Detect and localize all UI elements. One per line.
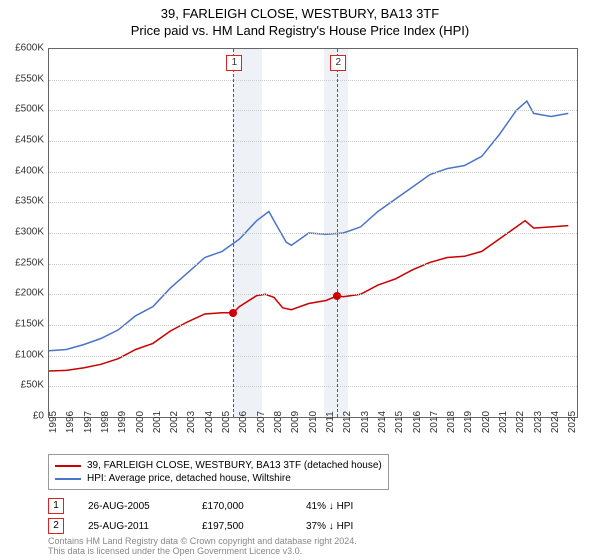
- x-axis-label: 2006: [238, 411, 249, 433]
- transaction-date: 26-AUG-2005: [88, 501, 178, 512]
- x-axis-label: 2004: [204, 411, 215, 433]
- y-axis-label: £200K: [15, 288, 44, 299]
- marker-box: 2: [330, 55, 346, 71]
- x-axis-label: 2025: [567, 411, 578, 433]
- chart-area: 12 £0£50K£100K£150K£200K£250K£300K£350K£…: [48, 48, 578, 418]
- marker-line: [233, 49, 234, 417]
- transaction-row: 1 26-AUG-2005 £170,000 41% ↓ HPI: [48, 496, 353, 516]
- transaction-date: 25-AUG-2011: [88, 521, 178, 532]
- x-axis-label: 2010: [308, 411, 319, 433]
- x-axis-label: 2016: [412, 411, 423, 433]
- y-axis-label: £350K: [15, 196, 44, 207]
- series-property: [49, 221, 568, 371]
- x-axis-label: 2001: [152, 411, 163, 433]
- gridline: [49, 172, 577, 173]
- y-axis-label: £50K: [21, 380, 44, 391]
- legend-item: 39, FARLEIGH CLOSE, WESTBURY, BA13 3TF (…: [55, 459, 382, 472]
- legend-label: 39, FARLEIGH CLOSE, WESTBURY, BA13 3TF (…: [87, 460, 382, 471]
- marker-dot: [229, 309, 237, 317]
- x-axis-label: 2020: [481, 411, 492, 433]
- gridline: [49, 325, 577, 326]
- x-axis-label: 2015: [394, 411, 405, 433]
- x-axis-label: 1995: [48, 411, 59, 433]
- x-axis-label: 2023: [533, 411, 544, 433]
- y-axis-label: £500K: [15, 104, 44, 115]
- y-axis-label: £450K: [15, 135, 44, 146]
- transaction-price: £197,500: [202, 521, 282, 532]
- gridline: [49, 110, 577, 111]
- x-axis-label: 2000: [135, 411, 146, 433]
- marker-box: 1: [226, 55, 242, 71]
- x-axis-label: 2024: [550, 411, 561, 433]
- y-axis-label: £250K: [15, 257, 44, 268]
- y-axis-label: £600K: [15, 43, 44, 54]
- x-axis-label: 2013: [360, 411, 371, 433]
- x-axis-label: 2011: [325, 411, 336, 433]
- legend-label: HPI: Average price, detached house, Wilt…: [87, 473, 291, 484]
- gridline: [49, 356, 577, 357]
- transaction-price: £170,000: [202, 501, 282, 512]
- x-axis-label: 2017: [429, 411, 440, 433]
- attribution-line2: This data is licensed under the Open Gov…: [48, 546, 357, 556]
- transaction-delta: 37% ↓ HPI: [306, 521, 353, 532]
- plot-frame: 12: [48, 48, 578, 418]
- x-axis-label: 2021: [498, 411, 509, 433]
- attribution: Contains HM Land Registry data © Crown c…: [48, 536, 357, 557]
- gridline: [49, 386, 577, 387]
- gridline: [49, 202, 577, 203]
- y-axis-label: £550K: [15, 73, 44, 84]
- x-axis-label: 2012: [342, 411, 353, 433]
- x-axis-label: 2003: [186, 411, 197, 433]
- legend-swatch: [55, 478, 81, 480]
- legend-item: HPI: Average price, detached house, Wilt…: [55, 472, 382, 485]
- attribution-line1: Contains HM Land Registry data © Crown c…: [48, 536, 357, 546]
- x-axis-label: 2005: [221, 411, 232, 433]
- transaction-marker: 1: [48, 498, 64, 514]
- x-axis-label: 2007: [256, 411, 267, 433]
- transaction-marker: 2: [48, 518, 64, 534]
- y-axis-label: £300K: [15, 227, 44, 238]
- gridline: [49, 264, 577, 265]
- x-axis-label: 2019: [463, 411, 474, 433]
- x-axis-label: 1999: [117, 411, 128, 433]
- transaction-delta: 41% ↓ HPI: [306, 501, 353, 512]
- y-axis-label: £100K: [15, 349, 44, 360]
- x-axis-label: 2002: [169, 411, 180, 433]
- x-axis-label: 2008: [273, 411, 284, 433]
- x-axis-label: 1998: [100, 411, 111, 433]
- transactions-table: 1 26-AUG-2005 £170,000 41% ↓ HPI 2 25-AUG-201…: [48, 496, 353, 536]
- y-axis-label: £0: [33, 411, 44, 422]
- gridline: [49, 141, 577, 142]
- legend: 39, FARLEIGH CLOSE, WESTBURY, BA13 3TF (…: [48, 454, 389, 490]
- x-axis-label: 1996: [65, 411, 76, 433]
- marker-dot: [333, 292, 341, 300]
- y-axis-label: £400K: [15, 165, 44, 176]
- gridline: [49, 233, 577, 234]
- series-hpi: [49, 101, 568, 351]
- gridline: [49, 80, 577, 81]
- marker-line: [337, 49, 338, 417]
- legend-swatch: [55, 465, 81, 467]
- x-axis-label: 2022: [515, 411, 526, 433]
- chart-title: 39, FARLEIGH CLOSE, WESTBURY, BA13 3TF P…: [0, 0, 600, 40]
- x-axis-label: 2014: [377, 411, 388, 433]
- title-line2: Price paid vs. HM Land Registry's House …: [0, 23, 600, 40]
- x-axis-label: 1997: [83, 411, 94, 433]
- gridline: [49, 294, 577, 295]
- title-line1: 39, FARLEIGH CLOSE, WESTBURY, BA13 3TF: [0, 6, 600, 23]
- x-axis-label: 2018: [446, 411, 457, 433]
- y-axis-label: £150K: [15, 319, 44, 330]
- x-axis-label: 2009: [290, 411, 301, 433]
- transaction-row: 2 25-AUG-2011 £197,500 37% ↓ HPI: [48, 516, 353, 536]
